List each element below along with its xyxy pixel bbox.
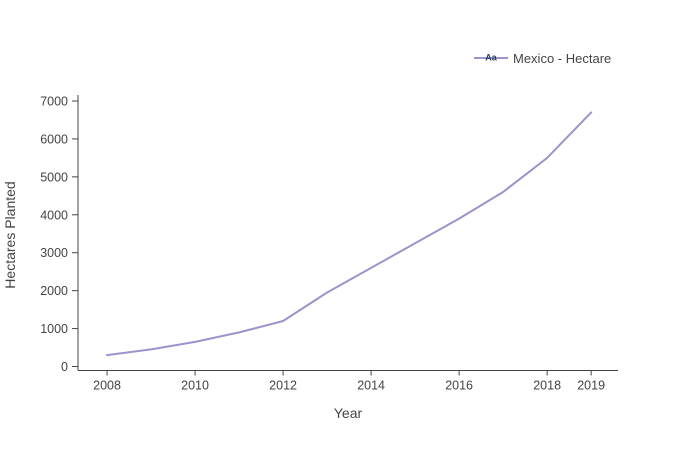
y-tick-label: 6000 <box>40 132 68 146</box>
legend-line-sample: Aa <box>474 51 508 65</box>
y-axis-title: Hectares Planted <box>2 181 18 289</box>
x-tick-label: 2019 <box>577 379 605 393</box>
x-tick-label: 2010 <box>181 379 209 393</box>
legend-label: Mexico - Hectare <box>513 50 612 66</box>
x-tick-label: 2012 <box>269 379 297 393</box>
x-tick-label: 2018 <box>533 379 561 393</box>
y-tick-label: 7000 <box>40 94 68 108</box>
y-tick-label: 4000 <box>40 208 68 222</box>
y-tick-label: 1000 <box>40 322 68 336</box>
legend-text-marker: Aa <box>485 52 497 63</box>
series-line-mexico-hectare[interactable] <box>106 111 593 357</box>
x-tick-label: 2016 <box>445 379 473 393</box>
x-tick-label: 2014 <box>357 379 385 393</box>
legend-line-swatch <box>474 57 508 59</box>
y-tick-label: 5000 <box>40 170 68 184</box>
x-tick-label: 2008 <box>93 379 121 393</box>
x-axis-title: Year <box>333 405 363 421</box>
legend-item-mexico-hectare[interactable]: Aa Mexico - Hectare <box>474 48 611 68</box>
y-tick-label: 3000 <box>40 246 68 260</box>
y-tick-label: 0 <box>61 360 68 374</box>
y-tick-label: 2000 <box>40 284 68 298</box>
